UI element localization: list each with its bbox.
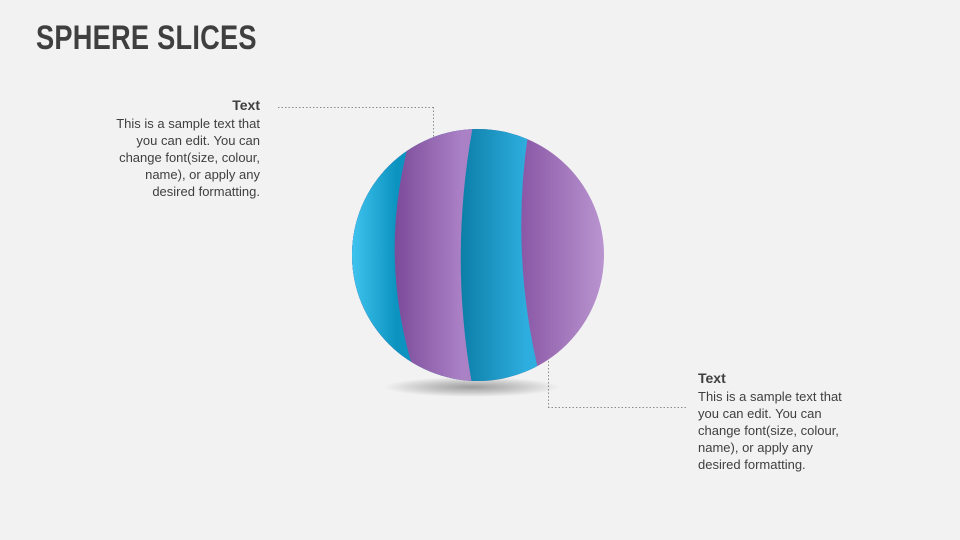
callout-right-line: you can edit. You can	[698, 406, 822, 421]
sphere-shadow	[384, 377, 560, 397]
connector-top-horizontal	[278, 107, 434, 108]
callout-left-line: you can edit. You can	[136, 133, 260, 148]
callout-left[interactable]: Text This is a sample text that you can …	[60, 95, 260, 200]
callout-left-line: name), or apply any	[145, 167, 260, 182]
slide-title[interactable]: SPHERE SLICES	[36, 19, 257, 57]
callout-right-line: This is a sample text that	[698, 389, 842, 404]
callout-left-heading: Text	[232, 97, 260, 113]
callout-left-line: This is a sample text that	[116, 116, 260, 131]
callout-right-line: change font(size, colour,	[698, 423, 839, 438]
callout-right-line: desired formatting.	[698, 457, 806, 472]
sphere-slice-2[interactable]	[330, 110, 476, 400]
callout-right[interactable]: Text This is a sample text that you can …	[698, 368, 898, 473]
connector-top-vertical	[433, 107, 434, 138]
callout-left-line: change font(size, colour,	[119, 150, 260, 165]
sphere-graphic[interactable]	[320, 105, 640, 415]
connector-bottom-horizontal	[548, 407, 686, 408]
callout-right-line: name), or apply any	[698, 440, 813, 455]
callout-right-heading: Text	[698, 370, 726, 386]
callout-left-line: desired formatting.	[152, 184, 260, 199]
